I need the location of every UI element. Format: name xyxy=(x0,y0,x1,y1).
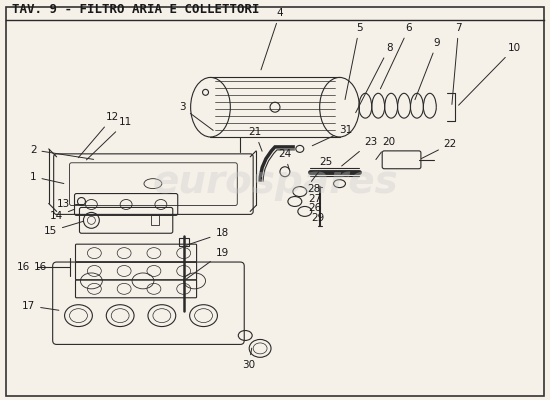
Text: 8: 8 xyxy=(356,43,393,113)
Text: 1: 1 xyxy=(30,172,64,184)
Text: 28: 28 xyxy=(307,184,320,194)
Text: 9: 9 xyxy=(415,38,441,100)
Text: 22: 22 xyxy=(421,139,457,158)
Text: 20: 20 xyxy=(376,137,395,160)
Text: 3: 3 xyxy=(179,102,213,130)
Text: 5: 5 xyxy=(345,23,362,100)
Text: 30: 30 xyxy=(242,348,255,370)
Text: 19: 19 xyxy=(186,248,229,279)
Text: 17: 17 xyxy=(22,301,59,311)
Text: 7: 7 xyxy=(452,23,462,104)
Text: 4: 4 xyxy=(261,8,283,70)
Bar xyxy=(179,238,189,246)
Text: 18: 18 xyxy=(186,228,229,245)
Text: 2: 2 xyxy=(30,145,94,159)
Text: 6: 6 xyxy=(381,23,412,89)
Text: 21: 21 xyxy=(248,127,262,151)
Bar xyxy=(151,215,159,225)
Text: 27: 27 xyxy=(308,194,321,204)
Text: 25: 25 xyxy=(311,157,333,182)
Text: 10: 10 xyxy=(459,43,521,105)
Text: 31: 31 xyxy=(312,125,353,146)
Text: 29: 29 xyxy=(312,213,325,223)
Text: TAV. 9 - FILTRO ARIA E COLLETTORI: TAV. 9 - FILTRO ARIA E COLLETTORI xyxy=(12,3,260,16)
Text: 16: 16 xyxy=(34,262,47,272)
Text: 15: 15 xyxy=(44,221,84,236)
Text: 24: 24 xyxy=(278,149,292,169)
Text: 13: 13 xyxy=(57,200,84,210)
Text: eurospares: eurospares xyxy=(152,163,398,201)
Text: 12: 12 xyxy=(78,112,119,158)
Text: 26: 26 xyxy=(308,204,321,214)
Text: 11: 11 xyxy=(86,117,133,160)
Text: 14: 14 xyxy=(50,210,74,221)
Text: 23: 23 xyxy=(342,137,378,166)
Text: 16: 16 xyxy=(16,262,30,272)
